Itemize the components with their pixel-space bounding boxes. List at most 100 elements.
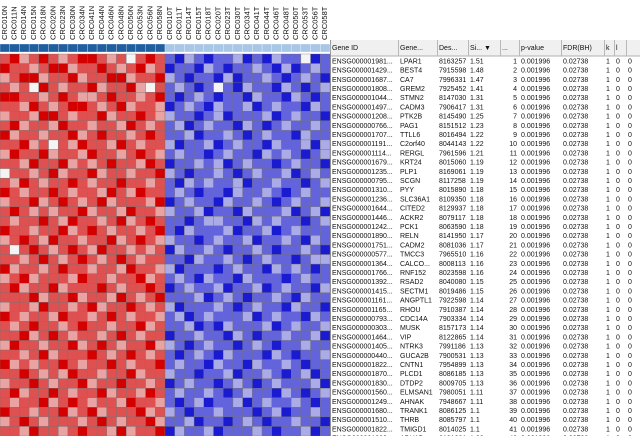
heat-cell xyxy=(252,92,263,102)
heat-cell xyxy=(281,292,292,303)
heat-cell xyxy=(203,101,214,112)
heat-cell xyxy=(232,416,243,427)
heat-cell xyxy=(193,263,204,274)
heat-cell xyxy=(58,397,69,408)
heat-cell xyxy=(19,292,30,303)
cell: 8063590 xyxy=(439,224,466,231)
heat-cell xyxy=(291,311,302,322)
group-bar xyxy=(67,43,78,53)
group-bar xyxy=(184,43,195,53)
cell: 0.02738 xyxy=(563,353,588,360)
heat-cell xyxy=(106,158,117,169)
cell: 30 xyxy=(509,325,517,332)
heat-cell xyxy=(252,111,263,122)
heat-cell xyxy=(28,120,39,131)
heat-cell xyxy=(58,254,69,265)
heat-cell xyxy=(77,235,88,246)
cell: 5 xyxy=(513,95,517,102)
heat-cell xyxy=(174,244,185,255)
heat-cell xyxy=(77,368,88,379)
heat-cell xyxy=(252,283,263,293)
heat-cell xyxy=(300,378,311,389)
heat-cell xyxy=(155,302,166,313)
cell: 0.001996 xyxy=(521,95,550,102)
heat-cell xyxy=(261,244,272,255)
heat-cell xyxy=(145,130,156,141)
heat-cell xyxy=(213,311,224,322)
heat-cell xyxy=(232,330,243,341)
heat-cell xyxy=(164,82,175,93)
cell: 1.19 xyxy=(470,178,484,185)
group-bar xyxy=(174,43,185,53)
heat-cell xyxy=(96,426,107,436)
cell: 0 xyxy=(616,353,620,360)
heat-cell xyxy=(271,244,282,255)
cell: 0.02738 xyxy=(563,196,588,203)
cell: 1.17 xyxy=(470,233,484,240)
heat-cell xyxy=(310,225,321,236)
heat-cell xyxy=(252,263,263,274)
cell: ENSG000000793... xyxy=(332,316,393,323)
heat-cell xyxy=(9,139,20,150)
heat-cell xyxy=(310,130,321,141)
cell: 31 xyxy=(509,334,517,341)
heat-cell xyxy=(19,197,30,207)
column-label: CRC014T xyxy=(184,6,193,40)
heat-cell xyxy=(19,340,30,351)
cell: 1.1 xyxy=(470,408,480,415)
heat-cell xyxy=(271,283,282,293)
cell: ENSG000001679... xyxy=(332,160,393,167)
heat-cell xyxy=(203,254,214,265)
heat-cell xyxy=(300,235,311,246)
heat-cell xyxy=(106,397,117,408)
heat-cell xyxy=(164,397,175,408)
cell: 10 xyxy=(509,141,517,148)
heat-cell xyxy=(223,82,234,93)
cell: 0 xyxy=(616,86,620,93)
heat-cell xyxy=(252,330,263,341)
cell: 1.31 xyxy=(470,95,484,102)
heat-cell xyxy=(96,311,107,322)
group-bar xyxy=(38,43,49,53)
heat-cell xyxy=(126,397,137,408)
heat-cell xyxy=(271,197,282,207)
heat-cell xyxy=(193,292,204,303)
cell: PCK1 xyxy=(400,224,418,231)
column-header: Gene... xyxy=(400,45,423,52)
cell: 0.02738 xyxy=(563,279,588,286)
heat-cell xyxy=(77,263,88,274)
heat-cell xyxy=(203,330,214,341)
heat-cell xyxy=(48,302,59,313)
heat-cell xyxy=(116,426,127,436)
heat-cell xyxy=(310,168,321,179)
cell: 7 xyxy=(513,114,517,121)
heat-cell xyxy=(223,302,234,313)
heat-cell xyxy=(223,407,234,418)
heat-cell xyxy=(155,283,166,293)
heat-cell xyxy=(106,359,117,370)
cell: BEST4 xyxy=(400,68,422,75)
heat-cell xyxy=(135,101,146,112)
heat-cell xyxy=(9,426,20,436)
heat-cell xyxy=(271,302,282,313)
heat-cell xyxy=(223,53,234,64)
heat-cell xyxy=(58,273,69,284)
cell: 19 xyxy=(509,224,517,231)
heat-cell xyxy=(232,168,243,179)
heat-cell xyxy=(48,283,59,293)
heat-cell xyxy=(223,263,234,274)
heat-cell xyxy=(48,53,59,64)
heat-cell xyxy=(310,292,321,303)
heat-cell xyxy=(116,158,127,169)
cell: ENSG000001392... xyxy=(332,279,393,286)
heat-cell xyxy=(116,187,127,198)
heat-cell xyxy=(135,330,146,341)
heat-cell xyxy=(38,311,49,322)
cell: 1 xyxy=(606,288,610,295)
heat-cell xyxy=(58,197,69,207)
heat-cell xyxy=(242,130,253,141)
heat-cell xyxy=(38,63,49,74)
heat-cell xyxy=(126,63,137,74)
heat-cell xyxy=(38,426,49,436)
heat-cell xyxy=(291,225,302,236)
